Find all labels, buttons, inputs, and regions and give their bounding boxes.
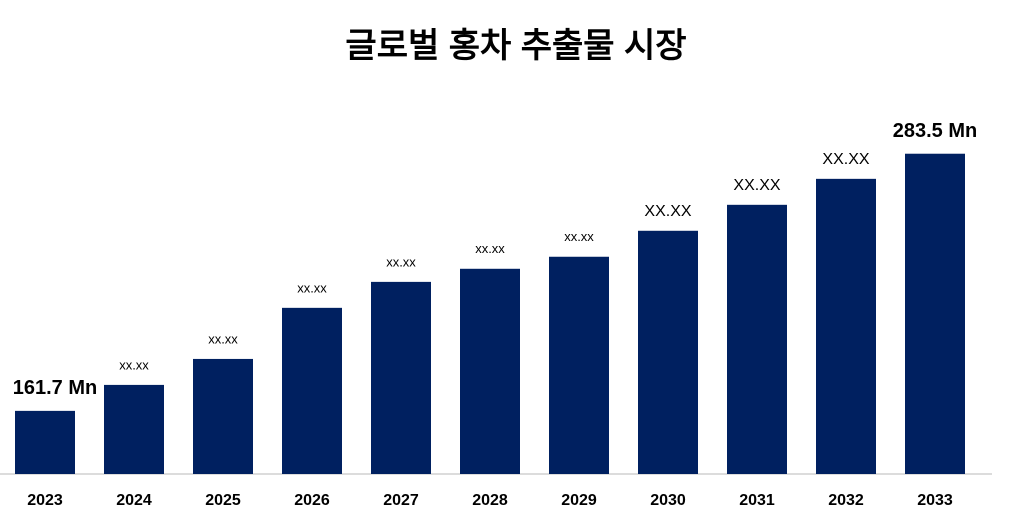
data-label: XX.XX — [644, 203, 691, 220]
data-label: xx.xx — [208, 331, 238, 346]
x-tick-label: 2030 — [650, 492, 686, 509]
bar — [282, 307, 342, 474]
bar — [727, 204, 787, 474]
bar — [104, 384, 164, 474]
x-tick-label: 2032 — [828, 492, 864, 509]
data-label: xx.xx — [564, 229, 594, 244]
x-tick-label: 2028 — [472, 492, 508, 509]
x-tick-label: 2024 — [116, 492, 152, 509]
x-tick-label: 2031 — [739, 492, 775, 509]
bar — [816, 178, 876, 474]
data-label: xx.xx — [475, 241, 505, 256]
bar — [638, 230, 698, 474]
x-tick-label: 2029 — [561, 492, 597, 509]
bar — [193, 358, 253, 474]
x-tick-label: 2027 — [383, 492, 419, 509]
bar — [460, 268, 520, 474]
data-label: 161.7 Mn — [13, 377, 97, 399]
bar — [905, 153, 965, 474]
x-tick-label: 2023 — [27, 492, 63, 509]
data-label: XX.XX — [733, 177, 780, 194]
data-label: XX.XX — [822, 151, 869, 168]
bar — [371, 281, 431, 474]
data-label: xx.xx — [297, 280, 327, 295]
bar — [15, 410, 75, 474]
data-label: xx.xx — [119, 357, 149, 372]
data-label: xx.xx — [386, 254, 416, 269]
data-label: 283.5 Mn — [893, 120, 977, 142]
chart-title: 글로벌 홍차 추출물 시장 — [345, 27, 686, 65]
x-tick-label: 2025 — [205, 492, 241, 509]
x-tick-label: 2026 — [294, 492, 330, 509]
x-tick-label: 2033 — [917, 492, 953, 509]
bar — [549, 256, 609, 474]
